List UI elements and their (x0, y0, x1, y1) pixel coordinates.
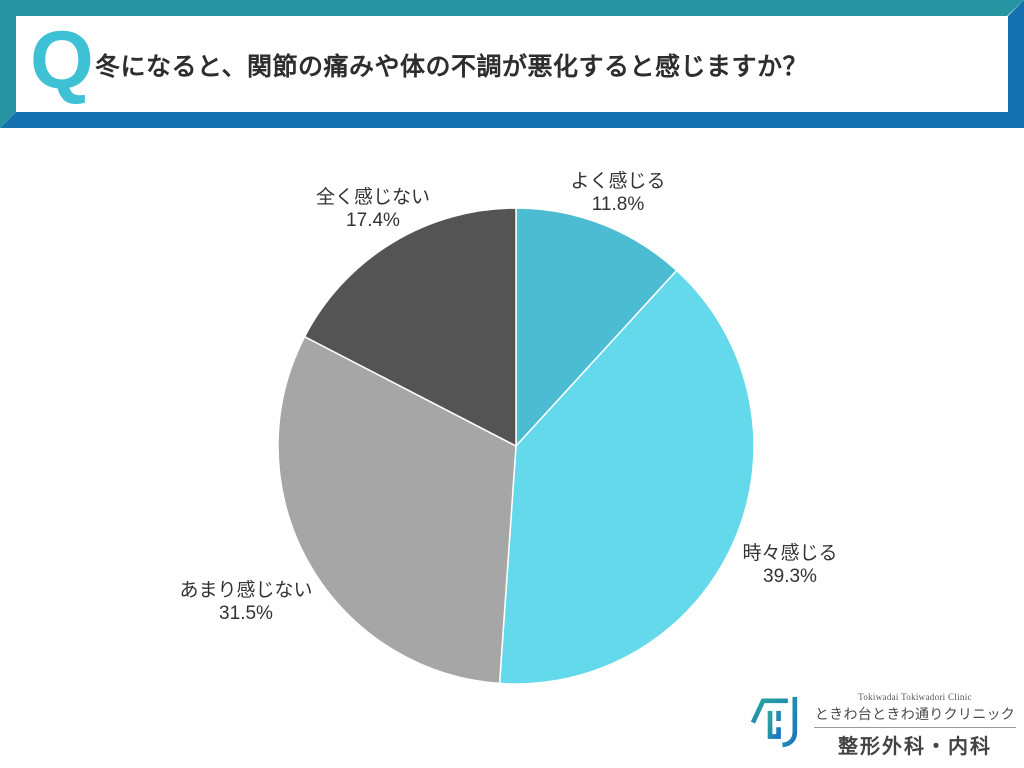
clinic-departments: 整形外科・内科 (838, 736, 992, 758)
pie-slice-0 (515, 207, 678, 448)
pie-label-text: 時々感じる (742, 543, 838, 564)
logo-right-hook (782, 696, 798, 748)
pie-label-percent: 39.3% (763, 566, 817, 587)
question-banner: Q 冬になると、関節の痛みや体の不調が悪化すると感じますか？ (0, 0, 1024, 128)
clinic-logo-divider (814, 727, 1016, 728)
pie-label-yoku-kanjiru: よく感じる 11.8% (570, 170, 665, 216)
pie-label-text: よく感じる (570, 171, 666, 192)
pie-label-mattaku-kanjinai: 全く感じない 17.4% (316, 186, 430, 232)
pie-slice-1 (498, 269, 755, 685)
banner-frame-graphic (0, 0, 1024, 128)
pie-label-amari-kanjinai: あまり感じない 31.5% (179, 579, 312, 625)
clinic-name-japanese: ときわ台ときわ通りクリニック (814, 708, 1016, 723)
pie-label-percent: 31.5% (219, 603, 273, 624)
clinic-logo-mark-icon (750, 696, 798, 748)
banner-frame-teal-band (0, 0, 1024, 128)
question-title: 冬になると、関節の痛みや体の不調が悪化すると感じますか？ (95, 53, 809, 81)
pie-label-percent: 17.4% (346, 210, 400, 231)
clinic-logo: Tokiwadai Tokiwadori Clinic ときわ台ときわ通りクリニ… (746, 688, 1016, 759)
pie-label-tokidoki-kanjiru: 時々感じる 39.3% (742, 542, 837, 588)
pie-slice-2 (277, 335, 517, 685)
pie-label-percent: 11.8% (591, 194, 645, 215)
pie-label-text: あまり感じない (179, 580, 313, 601)
question-q-mark: Q (30, 15, 94, 106)
banner-frame-blue-shadow (0, 0, 1024, 128)
clinic-logo-text: Tokiwadai Tokiwadori Clinic ときわ台ときわ通りクリニ… (814, 688, 1016, 759)
clinic-name-english: Tokiwadai Tokiwadori Clinic (858, 692, 972, 702)
pie-label-text: 全く感じない (315, 187, 431, 208)
pie-slice-3 (303, 207, 517, 448)
banner-white-box (16, 16, 1008, 112)
logo-top-bar (750, 698, 788, 724)
logo-stem (767, 710, 781, 739)
